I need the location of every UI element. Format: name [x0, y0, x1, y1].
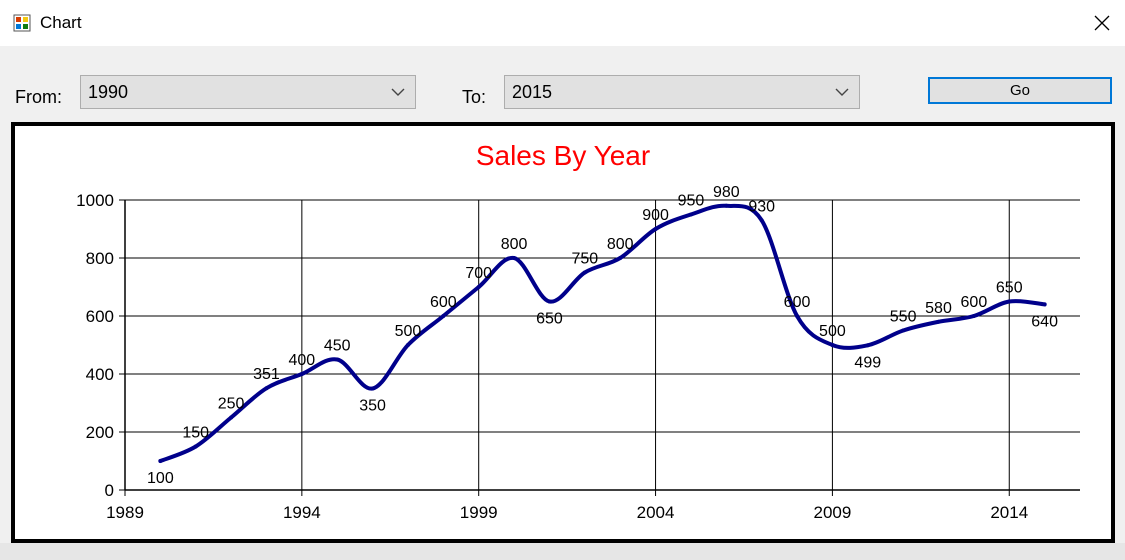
data-point: [405, 343, 410, 347]
data-point: [229, 415, 234, 420]
data-label: 900: [642, 207, 669, 224]
data-label: 650: [996, 280, 1023, 297]
data-label: 950: [678, 193, 705, 210]
from-combobox[interactable]: 1990: [80, 75, 416, 109]
data-point: [335, 357, 340, 362]
data-point: [1007, 299, 1012, 304]
to-label: To:: [462, 87, 487, 107]
y-tick-label: 0: [105, 481, 114, 500]
data-label: 640: [1031, 313, 1058, 330]
to-combobox[interactable]: 2015: [504, 75, 860, 109]
data-label: 500: [395, 323, 422, 340]
close-button[interactable]: [1079, 0, 1125, 46]
x-tick-label: 2014: [990, 503, 1028, 522]
x-tick-label: 1994: [283, 503, 321, 522]
data-label: 351: [253, 366, 280, 383]
data-label: 600: [430, 294, 457, 311]
data-point: [865, 343, 870, 348]
data-point: [299, 372, 304, 376]
data-label: 150: [182, 425, 209, 442]
data-label: 500: [819, 323, 846, 340]
data-point: [795, 314, 800, 318]
y-tick-label: 600: [86, 307, 114, 326]
data-point: [901, 328, 906, 333]
data-point: [193, 444, 198, 449]
data-point: [441, 314, 446, 318]
data-label: 450: [324, 338, 351, 355]
y-tick-label: 800: [86, 249, 114, 268]
line-chart: 0 200 400 600 800 1000 1989 1994 1999 2004 2009 201…: [76, 184, 1080, 522]
data-point: [830, 343, 835, 347]
from-value: 1990: [88, 82, 129, 102]
data-label: 550: [890, 309, 917, 326]
data-label: 800: [501, 236, 528, 253]
go-button[interactable]: Go: [928, 77, 1112, 104]
data-label: 250: [218, 396, 245, 413]
data-label: 600: [784, 294, 811, 311]
y-tick-label: 400: [86, 365, 114, 384]
data-label: 930: [748, 198, 775, 215]
chart-panel: Sales By Year 0 200 400 600 800 1000 1989 1994 1…: [11, 122, 1115, 543]
app-icon: [13, 14, 31, 32]
data-point: [476, 285, 481, 289]
data-label: 700: [465, 265, 492, 282]
x-tick-label: 1999: [460, 503, 498, 522]
title-bar: Chart: [0, 0, 1125, 46]
data-point: [264, 386, 269, 391]
y-tick-label: 1000: [76, 191, 114, 210]
data-point: [653, 227, 658, 231]
y-tick-label: 200: [86, 423, 114, 442]
data-label: 750: [571, 251, 598, 268]
chevron-down-icon: [835, 88, 849, 96]
data-label: 650: [536, 311, 563, 328]
series-line: [158, 203, 1047, 463]
data-point: [370, 386, 375, 391]
data-point: [759, 218, 764, 223]
x-tick-label: 2004: [637, 503, 675, 522]
to-value: 2015: [512, 82, 553, 102]
bottom-strip: [0, 543, 1125, 560]
close-icon: [1094, 15, 1110, 31]
chevron-down-icon: [391, 88, 405, 96]
data-label: 600: [961, 294, 988, 311]
data-point: [512, 256, 517, 260]
data-point: [618, 256, 623, 260]
x-tick-label: 1989: [106, 503, 144, 522]
chart-title: Sales By Year: [475, 140, 651, 171]
data-point: [158, 459, 163, 463]
from-label: From:: [15, 87, 62, 107]
data-label: 499: [854, 354, 881, 371]
data-point: [724, 203, 729, 208]
data-point: [582, 270, 587, 275]
data-label: 100: [147, 470, 174, 487]
x-tick-label: 2009: [813, 503, 851, 522]
data-point: [1042, 302, 1047, 307]
data-label: 800: [607, 236, 634, 253]
data-label: 980: [713, 184, 740, 201]
data-label: 400: [289, 352, 316, 369]
data-point: [971, 314, 976, 318]
data-label: 350: [359, 398, 386, 415]
window-title: Chart: [40, 13, 82, 32]
data-point: [547, 299, 552, 304]
data-point: [936, 319, 941, 324]
data-label: 580: [925, 300, 952, 317]
data-point: [688, 212, 693, 217]
